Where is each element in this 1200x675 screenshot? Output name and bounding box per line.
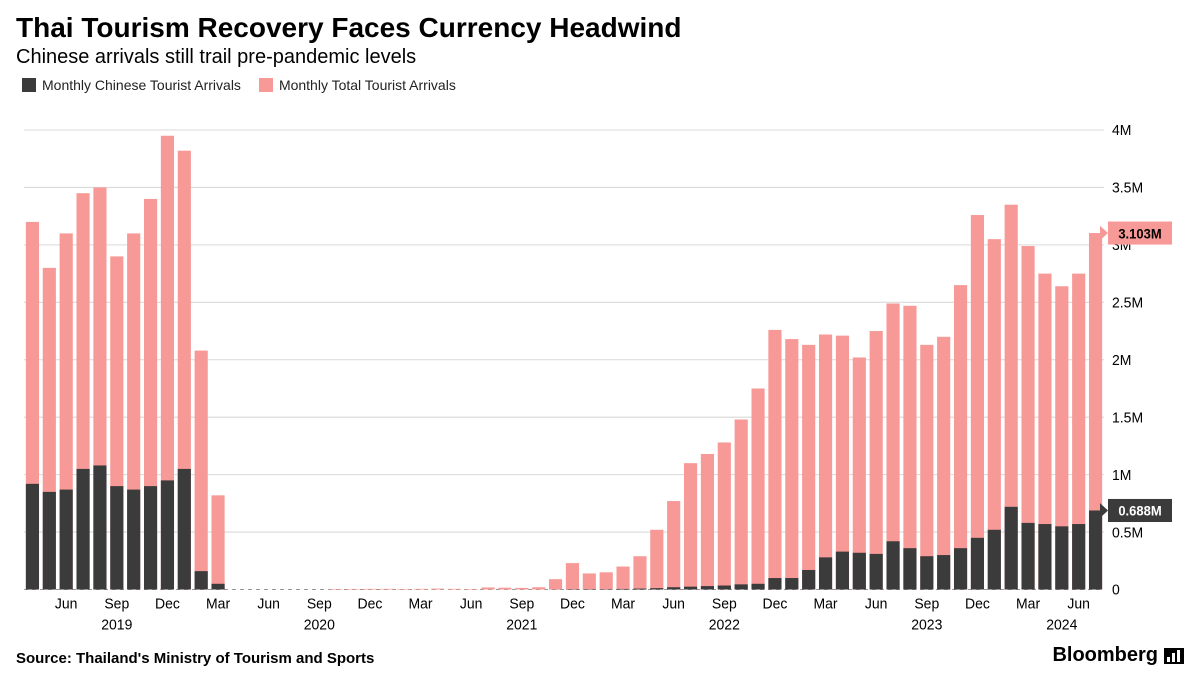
- legend-item-total: Monthly Total Tourist Arrivals: [259, 77, 456, 93]
- svg-text:Jun: Jun: [460, 596, 483, 612]
- svg-text:Mar: Mar: [1016, 596, 1040, 612]
- svg-text:1M: 1M: [1112, 468, 1131, 484]
- svg-text:3.5M: 3.5M: [1112, 181, 1143, 197]
- svg-text:0.688M: 0.688M: [1118, 504, 1161, 519]
- svg-text:1.5M: 1.5M: [1112, 410, 1143, 426]
- svg-text:Mar: Mar: [206, 596, 230, 612]
- svg-text:Sep: Sep: [509, 596, 534, 612]
- legend-label: Monthly Total Tourist Arrivals: [279, 77, 456, 93]
- svg-text:2021: 2021: [506, 617, 537, 633]
- bar-chart: 00.5M1M1.5M2M2.5M3M3.5M4MJunSepDecMarJun…: [16, 95, 1184, 640]
- legend-label: Monthly Chinese Tourist Arrivals: [42, 77, 241, 93]
- svg-text:Sep: Sep: [307, 596, 332, 612]
- svg-text:Jun: Jun: [662, 596, 685, 612]
- source-attribution: Source: Thailand's Ministry of Tourism a…: [16, 650, 374, 667]
- svg-text:2019: 2019: [101, 617, 132, 633]
- svg-text:Sep: Sep: [712, 596, 737, 612]
- svg-text:Dec: Dec: [560, 596, 585, 612]
- svg-text:Sep: Sep: [914, 596, 939, 612]
- svg-text:2020: 2020: [304, 617, 335, 633]
- chart-area: 00.5M1M1.5M2M2.5M3M3.5M4MJunSepDecMarJun…: [16, 95, 1184, 640]
- svg-text:4M: 4M: [1112, 123, 1131, 139]
- svg-text:Jun: Jun: [865, 596, 888, 612]
- svg-text:Dec: Dec: [155, 596, 180, 612]
- chart-title: Thai Tourism Recovery Faces Currency Hea…: [16, 12, 1184, 44]
- chart-subtitle: Chinese arrivals still trail pre-pandemi…: [16, 46, 1184, 69]
- brand-name: Bloomberg: [1052, 644, 1158, 667]
- legend-item-chinese: Monthly Chinese Tourist Arrivals: [22, 77, 241, 93]
- svg-text:Mar: Mar: [814, 596, 838, 612]
- legend: Monthly Chinese Tourist Arrivals Monthly…: [16, 77, 1184, 93]
- bloomberg-terminal-icon: [1164, 648, 1184, 664]
- svg-text:Dec: Dec: [357, 596, 382, 612]
- svg-text:2M: 2M: [1112, 353, 1131, 369]
- legend-swatch-icon: [22, 78, 36, 92]
- svg-text:2023: 2023: [911, 617, 942, 633]
- legend-swatch-icon: [259, 78, 273, 92]
- svg-text:Mar: Mar: [409, 596, 433, 612]
- svg-text:2022: 2022: [709, 617, 740, 633]
- svg-text:2.5M: 2.5M: [1112, 295, 1143, 311]
- svg-text:2024: 2024: [1046, 617, 1077, 633]
- svg-text:Jun: Jun: [55, 596, 78, 612]
- brand-logo: Bloomberg: [1052, 644, 1184, 667]
- svg-text:Jun: Jun: [257, 596, 280, 612]
- svg-text:0.5M: 0.5M: [1112, 525, 1143, 541]
- svg-text:3.103M: 3.103M: [1118, 226, 1161, 241]
- svg-text:Dec: Dec: [762, 596, 787, 612]
- svg-text:Mar: Mar: [611, 596, 635, 612]
- svg-text:Jun: Jun: [1067, 596, 1090, 612]
- svg-text:Sep: Sep: [104, 596, 129, 612]
- svg-text:Dec: Dec: [965, 596, 990, 612]
- svg-text:0: 0: [1112, 583, 1120, 599]
